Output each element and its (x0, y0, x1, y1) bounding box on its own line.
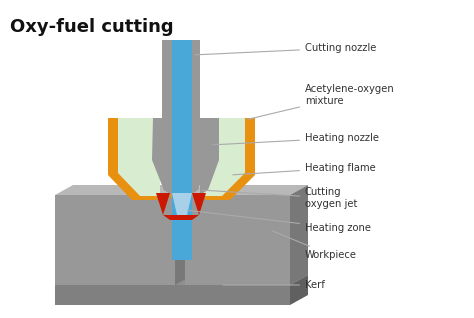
Polygon shape (175, 185, 193, 285)
Polygon shape (55, 275, 308, 285)
Text: Workpiece: Workpiece (273, 231, 357, 260)
Polygon shape (108, 118, 255, 200)
Polygon shape (152, 118, 210, 195)
Text: Cutting
oxygen jet: Cutting oxygen jet (203, 187, 357, 209)
Polygon shape (185, 185, 308, 195)
Text: Acetylene-oxygen
mixture: Acetylene-oxygen mixture (248, 84, 395, 119)
Polygon shape (290, 185, 308, 285)
Text: Heating zone: Heating zone (188, 210, 371, 233)
Polygon shape (163, 215, 199, 220)
Bar (172, 60, 192, 260)
Text: Heating nozzle: Heating nozzle (213, 133, 379, 145)
Polygon shape (290, 275, 308, 305)
Polygon shape (192, 193, 206, 215)
Polygon shape (118, 118, 245, 196)
Text: Oxy-fuel cutting: Oxy-fuel cutting (10, 18, 173, 36)
Text: Kerf: Kerf (223, 280, 325, 290)
Text: Heating flame: Heating flame (233, 163, 376, 175)
Polygon shape (200, 118, 219, 195)
Bar (162, 40, 200, 120)
Polygon shape (55, 185, 193, 195)
Text: Cutting nozzle: Cutting nozzle (195, 43, 376, 55)
Polygon shape (185, 195, 290, 285)
Polygon shape (55, 285, 290, 305)
Polygon shape (156, 193, 170, 215)
Polygon shape (172, 193, 192, 215)
Bar (172, 40, 192, 120)
Polygon shape (55, 195, 175, 285)
Polygon shape (153, 118, 172, 195)
